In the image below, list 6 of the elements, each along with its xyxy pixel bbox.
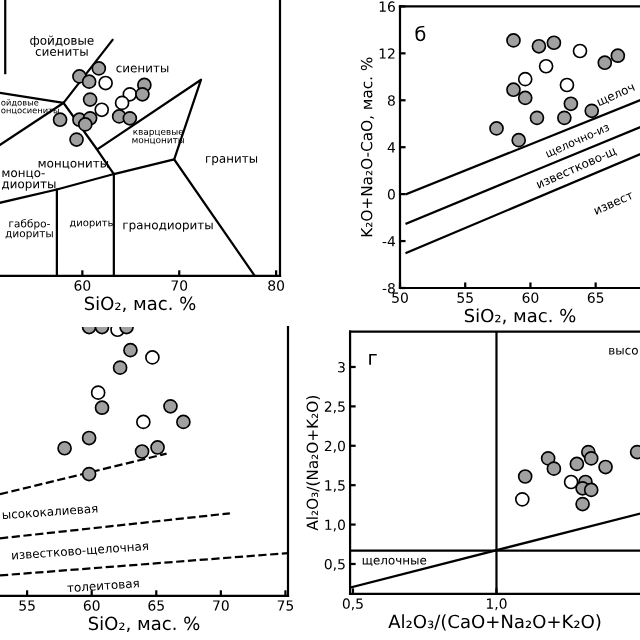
- x-axis-title: SiO₂, мас. %: [464, 308, 576, 325]
- x-axis-title: Al₂O₃/(CaO+Na₂O+K₂O): [388, 614, 601, 631]
- annotation: г: [369, 354, 377, 365]
- x-axis-title: SiO₂, мас. %: [88, 616, 200, 633]
- annotation: б: [415, 25, 426, 42]
- x-axis-title: SiO₂, мас. %: [84, 296, 196, 313]
